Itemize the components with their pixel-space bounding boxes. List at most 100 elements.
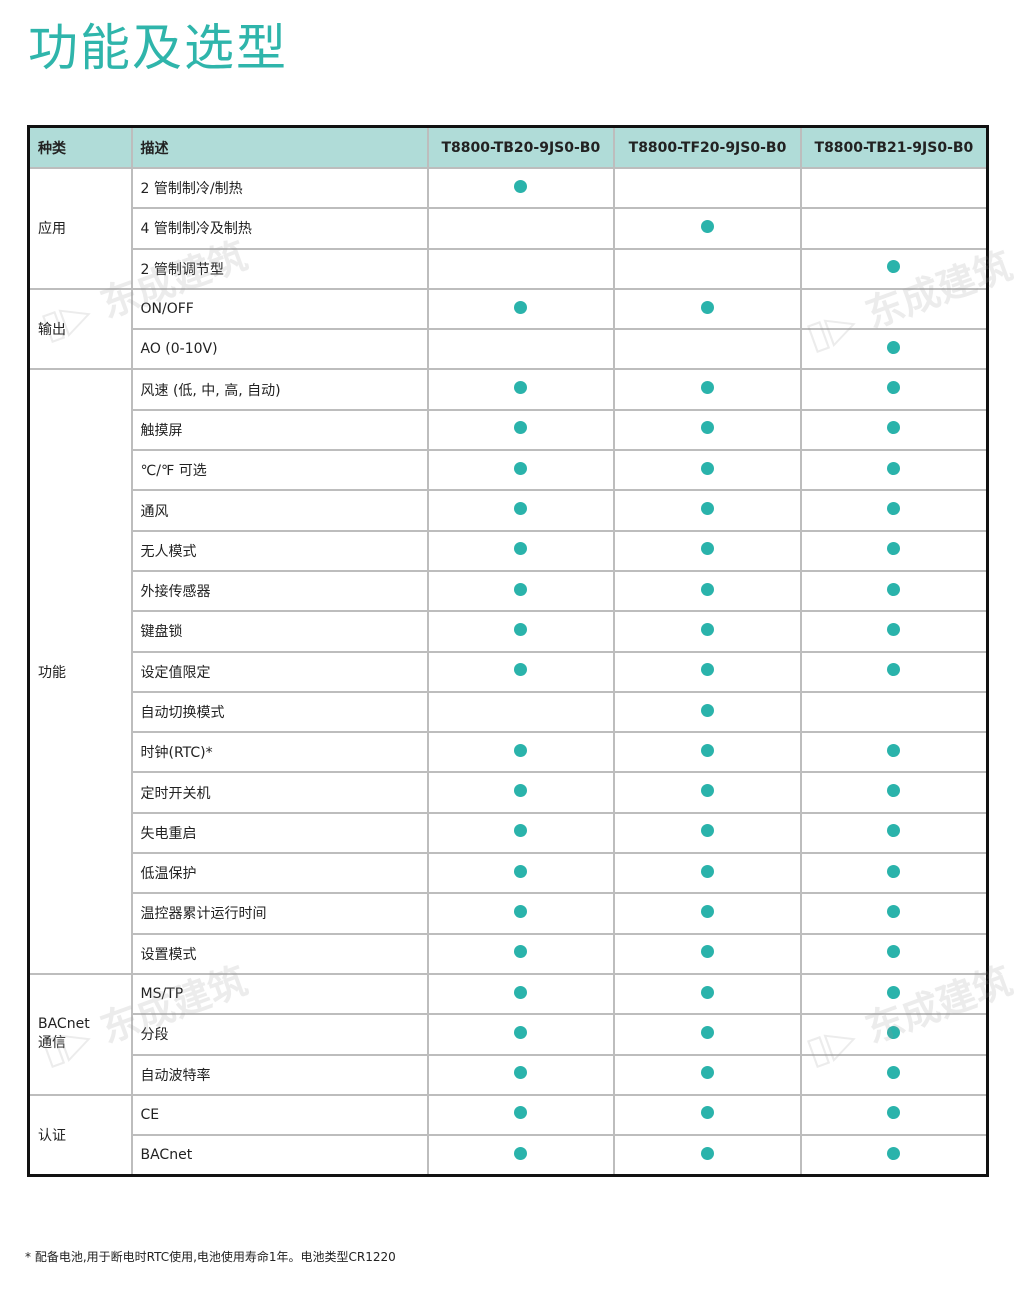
table-row: 4 管制制冷及制热 bbox=[29, 207, 989, 250]
table-row: 外接传感器 bbox=[29, 569, 989, 613]
support-cell-model-1 bbox=[426, 368, 616, 411]
supported-dot-icon bbox=[514, 622, 528, 636]
supported-dot-icon bbox=[700, 219, 714, 233]
table-row: 通风 bbox=[29, 489, 989, 532]
description-cell: 失电重启 bbox=[130, 811, 429, 855]
supported-dot-icon bbox=[887, 421, 901, 435]
table-row: 时钟(RTC)* bbox=[29, 731, 989, 774]
support-cell-model-3 bbox=[799, 932, 989, 975]
support-cell-model-1 bbox=[426, 892, 616, 935]
supported-dot-icon bbox=[887, 1066, 901, 1080]
support-cell-model-3 bbox=[799, 811, 989, 855]
description-cell: 2 管制调节型 bbox=[130, 247, 429, 290]
header-model-2: T8800-TF20-9JS0-B0 bbox=[613, 125, 802, 169]
table-row: 设定值限定 bbox=[29, 650, 989, 693]
support-cell-model-2 bbox=[613, 166, 802, 210]
description-cell: CE bbox=[130, 1093, 429, 1137]
supported-dot-icon bbox=[514, 421, 528, 435]
support-cell-model-2 bbox=[613, 247, 802, 290]
supported-dot-icon bbox=[514, 1025, 528, 1039]
supported-dot-icon bbox=[514, 824, 528, 838]
supported-dot-icon bbox=[514, 784, 528, 798]
supported-dot-icon bbox=[700, 904, 714, 918]
supported-dot-icon bbox=[887, 502, 901, 516]
supported-dot-icon bbox=[514, 1066, 528, 1080]
supported-dot-icon bbox=[887, 743, 901, 757]
support-cell-model-1 bbox=[426, 1134, 616, 1177]
supported-dot-icon bbox=[700, 945, 714, 959]
support-cell-model-3 bbox=[799, 328, 989, 371]
supported-dot-icon bbox=[514, 1146, 528, 1160]
support-cell-model-3 bbox=[799, 972, 989, 1016]
supported-dot-icon bbox=[887, 1146, 901, 1160]
table-row: 键盘锁 bbox=[29, 610, 989, 653]
table-header-row: 种类 描述 T8800-TB20-9JS0-B0 T8800-TF20-9JS0… bbox=[27, 125, 989, 169]
description-cell: 设定值限定 bbox=[130, 650, 429, 693]
support-cell-model-2 bbox=[613, 569, 802, 613]
support-cell-model-3 bbox=[799, 408, 989, 452]
supported-dot-icon bbox=[700, 743, 714, 757]
description-cell: 温控器累计运行时间 bbox=[130, 892, 429, 935]
support-cell-model-3 bbox=[799, 207, 989, 250]
supported-dot-icon bbox=[887, 260, 901, 274]
support-cell-model-3 bbox=[799, 771, 989, 814]
table-row: AO (0-10V) bbox=[29, 328, 989, 371]
support-cell-model-3 bbox=[799, 368, 989, 411]
supported-dot-icon bbox=[700, 502, 714, 516]
support-cell-model-2 bbox=[613, 408, 802, 452]
supported-dot-icon bbox=[887, 1106, 901, 1120]
supported-dot-icon bbox=[700, 864, 714, 878]
supported-dot-icon bbox=[514, 461, 528, 475]
table-row: 应用 2 管制制冷/制热 bbox=[27, 166, 989, 290]
description-cell: 定时开关机 bbox=[130, 771, 429, 814]
header-model-3: T8800-TB21-9JS0-B0 bbox=[799, 125, 989, 169]
support-cell-model-1 bbox=[426, 972, 616, 1016]
support-cell-model-3 bbox=[799, 1053, 989, 1096]
supported-dot-icon bbox=[700, 703, 714, 717]
table-row: 定时开关机 bbox=[29, 771, 989, 814]
support-cell-model-3 bbox=[799, 650, 989, 693]
support-cell-model-2 bbox=[613, 207, 802, 250]
category-cell: 输出 bbox=[27, 287, 133, 371]
supported-dot-icon bbox=[514, 904, 528, 918]
description-cell: BACnet bbox=[130, 1134, 429, 1177]
support-cell-model-2 bbox=[613, 731, 802, 774]
description-cell: 时钟(RTC)* bbox=[130, 731, 429, 774]
support-cell-model-3 bbox=[799, 852, 989, 895]
supported-dot-icon bbox=[887, 1025, 901, 1039]
support-cell-model-3 bbox=[799, 1013, 989, 1056]
support-cell-model-3 bbox=[799, 892, 989, 935]
support-cell-model-2 bbox=[613, 287, 802, 331]
support-cell-model-2 bbox=[613, 449, 802, 492]
support-cell-model-2 bbox=[613, 650, 802, 693]
support-cell-model-3 bbox=[799, 489, 989, 532]
support-cell-model-1 bbox=[426, 529, 616, 572]
supported-dot-icon bbox=[887, 904, 901, 918]
description-cell: 风速 (低, 中, 高, 自动) bbox=[130, 368, 429, 411]
supported-dot-icon bbox=[700, 663, 714, 677]
description-cell: 分段 bbox=[130, 1013, 429, 1056]
table-row: BACnet bbox=[29, 1134, 989, 1177]
support-cell-model-1 bbox=[426, 610, 616, 653]
table-row: BACnet 通信 MS/TP bbox=[27, 972, 989, 1096]
supported-dot-icon bbox=[700, 300, 714, 314]
support-cell-model-2 bbox=[613, 771, 802, 814]
description-cell: AO (0-10V) bbox=[130, 328, 429, 371]
support-cell-model-3 bbox=[799, 610, 989, 653]
description-cell: MS/TP bbox=[130, 972, 429, 1016]
support-cell-model-3 bbox=[799, 247, 989, 290]
supported-dot-icon bbox=[887, 340, 901, 354]
description-cell: 自动切换模式 bbox=[130, 690, 429, 734]
supported-dot-icon bbox=[700, 381, 714, 395]
supported-dot-icon bbox=[700, 1025, 714, 1039]
support-cell-model-3 bbox=[799, 529, 989, 572]
supported-dot-icon bbox=[700, 1146, 714, 1160]
supported-dot-icon bbox=[514, 582, 528, 596]
supported-dot-icon bbox=[887, 864, 901, 878]
supported-dot-icon bbox=[514, 945, 528, 959]
description-cell: 通风 bbox=[130, 489, 429, 532]
supported-dot-icon bbox=[700, 461, 714, 475]
support-cell-model-1 bbox=[426, 1053, 616, 1096]
description-cell: 4 管制制冷及制热 bbox=[130, 207, 429, 250]
supported-dot-icon bbox=[887, 824, 901, 838]
